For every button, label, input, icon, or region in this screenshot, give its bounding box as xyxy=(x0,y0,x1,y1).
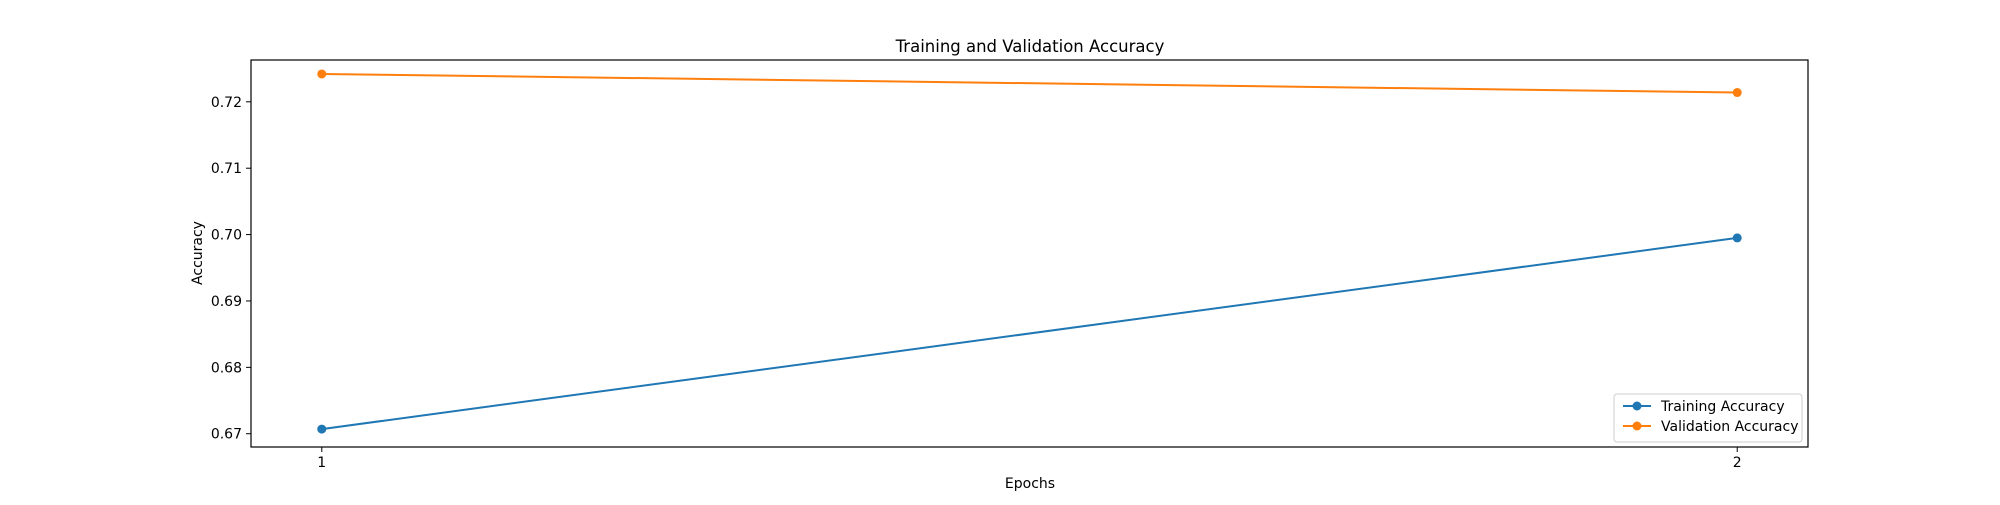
series-line-1 xyxy=(321,72,1738,94)
y-tick-label: 0.69 xyxy=(211,294,242,310)
legend: Training Accuracy Validation Accuracy xyxy=(1613,393,1803,443)
y-tick-label: 0.68 xyxy=(211,360,242,376)
legend-marker-validation xyxy=(1632,421,1642,431)
chart-title: Training and Validation Accuracy xyxy=(895,37,1165,56)
y-tick-label: 0.71 xyxy=(211,161,242,177)
y-tick-label: 0.70 xyxy=(211,228,242,244)
data-point-1-1 xyxy=(1732,88,1742,98)
data-point-0-1 xyxy=(1732,233,1742,243)
series-layer xyxy=(317,69,1742,434)
data-point-0-0 xyxy=(317,424,327,434)
data-point-1-0 xyxy=(317,69,327,79)
x-tick-label: 1 xyxy=(317,455,326,471)
y-axis: 0.67 0.68 0.69 0.70 0.71 0.72 xyxy=(211,95,251,443)
x-axis-label: Epochs xyxy=(1005,476,1055,492)
series-line-0 xyxy=(321,236,1738,431)
y-tick-label: 0.67 xyxy=(211,427,242,443)
legend-marker-training xyxy=(1632,401,1642,411)
y-tick-label: 0.72 xyxy=(211,95,242,111)
plot-area xyxy=(250,59,1809,448)
legend-box xyxy=(1613,393,1803,443)
y-axis-label: Accuracy xyxy=(190,221,206,285)
legend-label-validation: Validation Accuracy xyxy=(1661,419,1799,435)
x-tick-label: 2 xyxy=(1733,455,1742,471)
legend-label-training: Training Accuracy xyxy=(1660,399,1785,415)
